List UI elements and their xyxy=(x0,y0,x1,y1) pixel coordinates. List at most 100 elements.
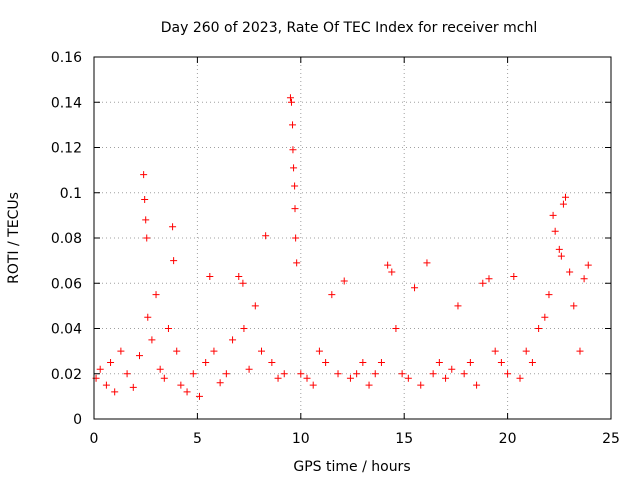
y-tick-label: 0.08 xyxy=(51,231,82,247)
y-tick-label: 0.14 xyxy=(51,95,82,111)
data-point xyxy=(516,374,524,382)
data-point xyxy=(359,358,367,366)
data-point xyxy=(102,381,110,389)
data-point xyxy=(123,370,131,378)
data-point xyxy=(258,347,266,355)
data-point xyxy=(169,223,177,231)
data-point xyxy=(239,279,247,287)
grid-lines xyxy=(94,57,611,419)
data-point xyxy=(111,388,119,396)
data-point xyxy=(303,374,311,382)
data-point xyxy=(274,374,282,382)
data-point xyxy=(549,211,557,219)
data-point xyxy=(170,257,178,265)
data-point xyxy=(210,347,218,355)
data-point xyxy=(479,279,487,287)
data-point xyxy=(229,336,237,344)
data-point xyxy=(195,392,203,400)
data-point xyxy=(235,272,243,280)
x-axis-label: GPS time / hours xyxy=(293,459,410,475)
y-tick-label: 0.12 xyxy=(51,141,82,157)
data-point xyxy=(292,234,300,242)
data-point xyxy=(315,347,323,355)
data-point xyxy=(435,358,443,366)
data-point xyxy=(222,370,230,378)
plot-frame xyxy=(93,56,612,420)
y-tick-label: 0.16 xyxy=(51,50,82,66)
data-point xyxy=(173,347,181,355)
data-point xyxy=(545,291,553,299)
data-point xyxy=(541,313,549,321)
data-point xyxy=(148,336,156,344)
data-point xyxy=(566,268,574,276)
data-point xyxy=(286,94,294,102)
data-point xyxy=(448,365,456,373)
data-point xyxy=(206,272,214,280)
data-point xyxy=(570,302,578,310)
data-point xyxy=(143,234,151,242)
data-point xyxy=(460,370,468,378)
data-point xyxy=(216,379,224,387)
x-tick-label: 5 xyxy=(193,431,202,447)
y-tick-label: 0.1 xyxy=(60,186,82,202)
data-point xyxy=(240,325,248,332)
y-axis-ticks: 0 0.02 0.04 0.06 0.08 0.1 0.12 0.14 0.16 xyxy=(51,50,611,428)
data-point xyxy=(297,370,305,378)
data-point xyxy=(96,365,104,373)
data-point xyxy=(280,370,288,378)
data-point xyxy=(522,347,530,355)
data-point xyxy=(142,216,150,224)
y-tick-label: 0.06 xyxy=(51,276,82,292)
data-point xyxy=(135,352,143,360)
data-point xyxy=(262,232,270,240)
data-point xyxy=(510,272,518,280)
data-point xyxy=(555,245,563,253)
data-point xyxy=(417,381,425,389)
data-point xyxy=(551,227,559,235)
data-point xyxy=(129,383,137,391)
data-point xyxy=(140,171,148,179)
data-point xyxy=(497,358,505,366)
data-point xyxy=(189,370,197,378)
data-point xyxy=(289,121,297,129)
data-point xyxy=(404,374,412,382)
y-axis-label: ROTI / TECUs xyxy=(6,192,22,284)
data-point xyxy=(291,205,299,213)
data-point xyxy=(442,374,450,382)
data-point xyxy=(466,358,474,366)
data-point xyxy=(365,381,373,389)
data-point xyxy=(371,370,379,378)
data-point xyxy=(334,370,342,378)
data-point xyxy=(290,164,298,172)
data-point xyxy=(328,291,336,299)
data-point xyxy=(141,196,149,204)
data-point xyxy=(384,261,392,269)
data-point xyxy=(164,325,172,332)
data-point xyxy=(340,277,348,285)
data-point xyxy=(473,381,481,389)
data-point xyxy=(398,370,406,378)
data-point xyxy=(557,252,565,260)
chart-title: Day 260 of 2023, Rate Of TEC Index for r… xyxy=(161,20,537,36)
data-point xyxy=(291,182,299,190)
data-point xyxy=(152,291,160,299)
data-point xyxy=(411,284,419,292)
y-tick-label: 0 xyxy=(73,412,82,428)
data-points xyxy=(92,94,592,400)
data-point xyxy=(580,275,588,283)
data-point xyxy=(309,381,317,389)
data-point xyxy=(245,365,253,373)
y-tick-label: 0.04 xyxy=(51,322,82,338)
data-point xyxy=(454,302,462,310)
data-point xyxy=(429,370,437,378)
data-point xyxy=(202,358,210,366)
data-point xyxy=(423,259,431,267)
data-point xyxy=(251,302,259,310)
data-point xyxy=(322,358,330,366)
x-axis-ticks: 0 5 10 15 20 25 xyxy=(90,57,620,447)
data-point xyxy=(491,347,499,355)
data-point xyxy=(535,325,543,332)
data-point xyxy=(160,374,168,382)
x-tick-label: 15 xyxy=(395,431,413,447)
